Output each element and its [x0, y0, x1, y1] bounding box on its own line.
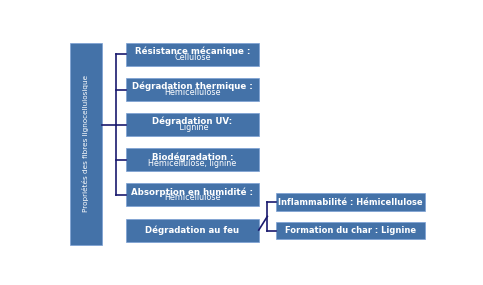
Text: Dégradation au feu: Dégradation au feu [145, 225, 240, 235]
FancyBboxPatch shape [276, 193, 426, 211]
FancyBboxPatch shape [126, 148, 259, 171]
FancyBboxPatch shape [126, 184, 259, 206]
Text: Dégradation UV:: Dégradation UV: [152, 117, 232, 127]
FancyBboxPatch shape [276, 222, 426, 239]
Text: Dégradation thermique :: Dégradation thermique : [132, 82, 253, 91]
FancyBboxPatch shape [126, 78, 259, 101]
Text: Résistance mécanique :: Résistance mécanique : [135, 47, 250, 56]
Text: Biodégradation :: Biodégradation : [152, 152, 233, 162]
Text: Hémicellulose: Hémicellulose [164, 88, 221, 97]
FancyBboxPatch shape [126, 113, 259, 136]
Text: Propriétés des fibres lignocellulosique: Propriétés des fibres lignocellulosique [82, 75, 89, 213]
FancyBboxPatch shape [126, 219, 259, 242]
Text: Hémicellulose: Hémicellulose [164, 194, 221, 202]
Text: Lignine: Lignine [177, 123, 208, 132]
Text: Cellulose: Cellulose [174, 53, 211, 62]
Text: Absorption en humidité :: Absorption en humidité : [131, 187, 253, 197]
Text: Hémicellulose, lignine: Hémicellulose, lignine [148, 158, 237, 168]
FancyBboxPatch shape [126, 43, 259, 66]
FancyBboxPatch shape [70, 43, 101, 245]
Text: Formation du char : Lignine: Formation du char : Lignine [285, 226, 416, 235]
Text: Inflammabilité : Hémicellulose: Inflammabilité : Hémicellulose [278, 198, 423, 207]
